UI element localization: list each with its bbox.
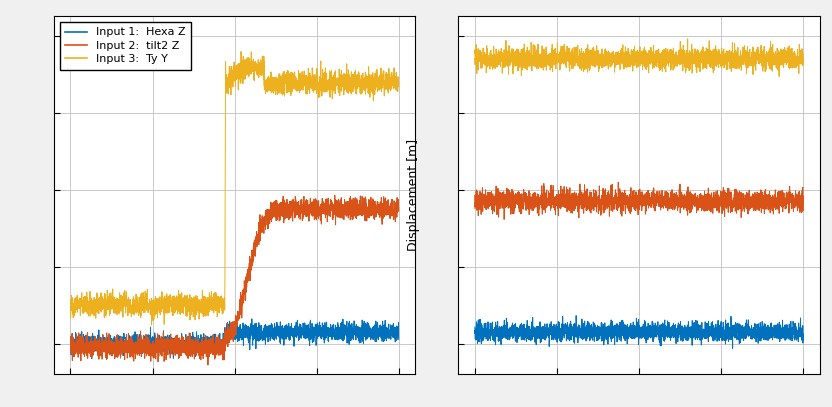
Legend: Input 1:  Hexa Z, Input 2:  tilt2 Z, Input 3:  Ty Y: Input 1: Hexa Z, Input 2: tilt2 Z, Input… bbox=[60, 22, 191, 70]
Text: Displacement [m]: Displacement [m] bbox=[407, 139, 420, 252]
